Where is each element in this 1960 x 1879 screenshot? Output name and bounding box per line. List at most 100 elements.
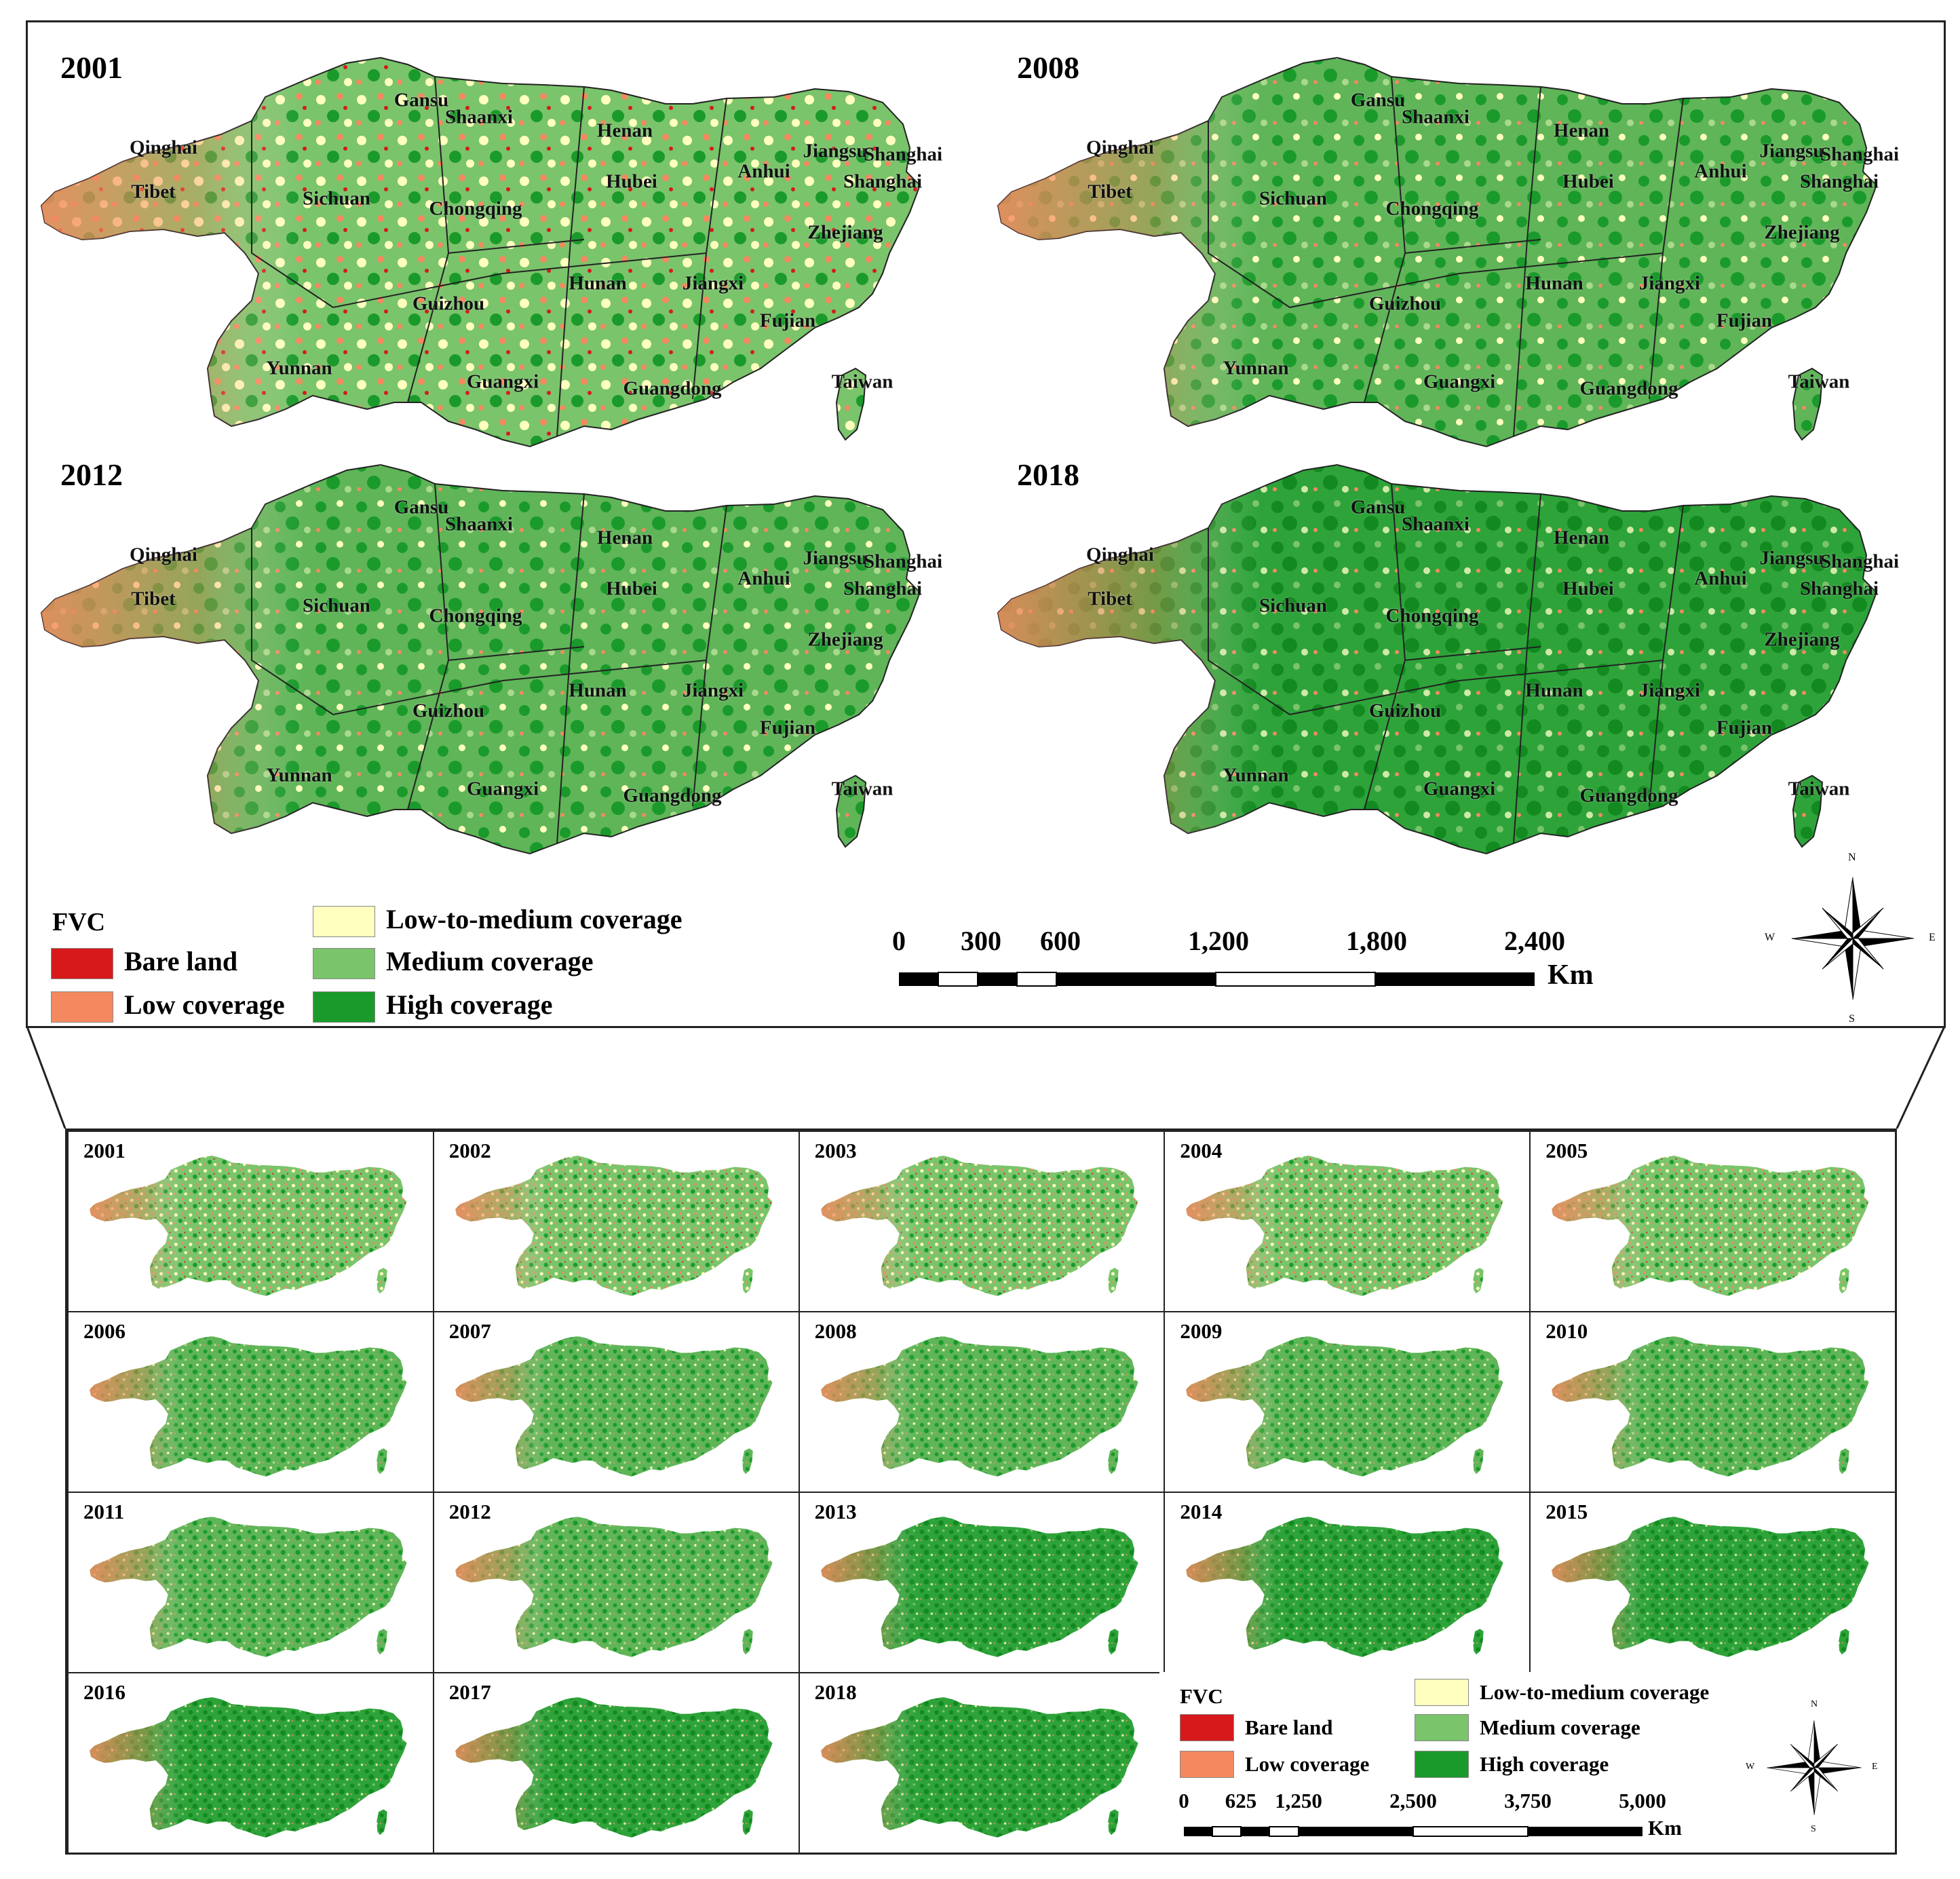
province-label: Guizhou (1368, 700, 1442, 722)
swatch-medium (1415, 1714, 1469, 1741)
fvc-map (90, 1336, 407, 1477)
province-label: Anhui (1694, 567, 1747, 590)
fvc-map (41, 464, 921, 854)
compass-s: S (1811, 1824, 1816, 1834)
province-label: Fujian (759, 309, 816, 332)
province-label: Hubei (606, 170, 657, 193)
province-label: Hunan (1525, 272, 1583, 295)
fvc-map (1552, 1336, 1869, 1477)
province-label: Jiangxi (1638, 272, 1701, 295)
legend-label-low: Low coverage (124, 989, 285, 1020)
year-label: 2004 (1180, 1139, 1223, 1162)
year-label: 2008 (814, 1319, 857, 1343)
province-label: Chongqing (429, 197, 522, 220)
year-label: 2007 (448, 1319, 491, 1343)
year-map-cell: 2008 (798, 1311, 1166, 1493)
province-label: Chongqing (429, 605, 522, 627)
year-label: 2014 (1180, 1500, 1223, 1523)
year-map-cell: 2002 (432, 1131, 800, 1312)
fvc-map (1552, 1517, 1869, 1657)
fvc-map (1552, 1156, 1869, 1296)
swatch-lowmed (313, 906, 375, 937)
fvc-map (820, 1156, 1138, 1296)
year-label: 2013 (814, 1500, 857, 1523)
fvc-map (1186, 1336, 1503, 1477)
province-label: Shanghai (1799, 577, 1879, 600)
year-map-cell: 2017 (432, 1672, 800, 1854)
compass-n: N (1811, 1699, 1818, 1709)
province-label: Qinghai (130, 136, 197, 159)
province-label: Zhejiang (807, 628, 883, 651)
year-label: 2011 (83, 1500, 125, 1523)
year-map-cell: 2006 (67, 1311, 434, 1493)
province-label: Sichuan (303, 187, 370, 210)
fvc-map (455, 1156, 773, 1296)
map-panel-0: 2001 (28, 22, 984, 457)
province-label: Tibet (1088, 181, 1132, 203)
province-label: Zhejiang (1764, 221, 1840, 244)
fvc-map (455, 1697, 773, 1838)
scale-bar-graphic (1184, 1826, 1642, 1837)
fvc-map (455, 1517, 773, 1657)
scale-tick: 2,500 (1389, 1789, 1437, 1812)
scale-tick: 1,250 (1275, 1789, 1322, 1812)
province-label: Gansu (393, 89, 449, 111)
panel-year-label: 2012 (60, 457, 123, 492)
province-label: Hubei (1562, 170, 1614, 193)
legend-title: FVC (52, 908, 106, 936)
fvc-map (820, 1517, 1138, 1657)
fvc-map (820, 1697, 1138, 1838)
province-label: Chongqing (1385, 605, 1479, 627)
fvc-map (90, 1697, 407, 1838)
year-label: 2012 (448, 1500, 491, 1523)
province-label: Tibet (131, 588, 176, 610)
compass-e: E (1872, 1762, 1878, 1772)
year-map-cell: 2007 (432, 1311, 800, 1493)
panel-year-label: 2001 (60, 50, 123, 85)
province-label: Yunnan (1223, 764, 1289, 786)
province-label: Taiwan (1788, 371, 1850, 393)
compass-s: S (1849, 1013, 1855, 1025)
province-label: Jiangxi (682, 679, 744, 702)
province-label: Guizhou (412, 292, 485, 315)
province-label: Jiangsu (1759, 140, 1824, 162)
scale-bar: 0 625 1,250 2,500 3,750 5,000 Km (1178, 1789, 1723, 1850)
fvc-legend: FVC Bare land Low coverage Low-to-medium… (28, 877, 842, 1027)
panel-year-label: 2008 (1017, 50, 1079, 85)
year-label: 2001 (83, 1139, 126, 1162)
province-label: Gansu (1350, 89, 1406, 111)
zoom-connector (26, 1027, 1946, 1129)
province-label: Henan (596, 527, 653, 549)
province-label: Sichuan (1259, 594, 1327, 617)
province-label: Jiangxi (1638, 679, 1701, 702)
year-map-cell: 2011 (67, 1492, 434, 1673)
province-label: Hunan (1525, 679, 1583, 702)
year-map-cell: 2012 (432, 1492, 800, 1673)
scale-tick: 0 (1178, 1789, 1189, 1812)
province-label: Shanghai (863, 143, 943, 166)
legend-label-bare: Bare land (1245, 1715, 1333, 1739)
province-label: Hubei (606, 577, 657, 600)
fvc-map (41, 57, 921, 447)
province-label: Guizhou (1368, 292, 1442, 315)
year-map-cell: 2016 (67, 1672, 434, 1854)
year-map-cell: 2004 (1164, 1131, 1531, 1312)
province-label: Taiwan (831, 371, 893, 393)
year-map-cell: 2010 (1529, 1311, 1896, 1493)
province-label: Shanghai (843, 577, 923, 600)
province-label: Henan (1553, 119, 1610, 142)
map-panel-1: 2008 (984, 22, 1941, 457)
swatch-lowmed (1415, 1679, 1469, 1706)
province-label: Guizhou (412, 700, 485, 722)
province-label: Jiangsu (803, 547, 868, 569)
scale-tick: 5,000 (1619, 1789, 1666, 1812)
year-map-cell: 2003 (798, 1131, 1166, 1312)
scale-tick: 1,800 (1346, 926, 1407, 956)
swatch-bare (51, 948, 113, 979)
compass-w: W (1746, 1762, 1755, 1772)
legend-label-high: High coverage (386, 989, 553, 1020)
year-label: 2010 (1545, 1319, 1588, 1343)
fvc-map (90, 1156, 407, 1296)
panel-year-label: 2018 (1017, 457, 1079, 492)
province-label: Anhui (737, 567, 790, 590)
